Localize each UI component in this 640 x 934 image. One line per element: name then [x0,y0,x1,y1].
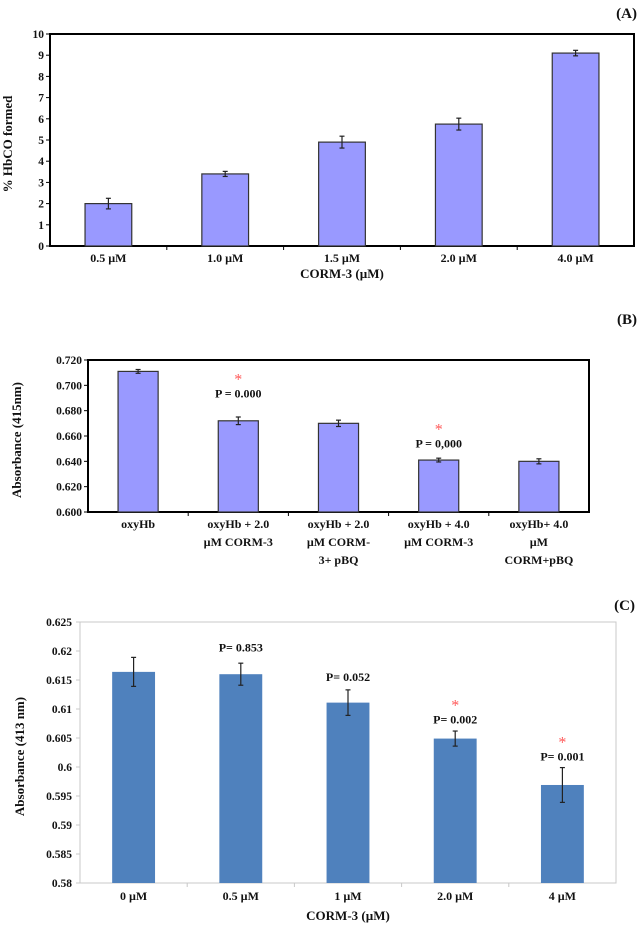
y-tick-label: 0.615 [46,675,72,687]
y-tick-label: 0.62 [52,646,72,658]
x-tick-label: oxyHb + 2.0 [308,517,370,531]
x-tick-label: CORM+pBQ [504,553,573,567]
chart-panel-c: (C) 0.58 0.585 0.59 0.595 0.6 0.605 0.61 0.615 0.… [12,598,635,923]
y-tick-label: 1 [38,220,44,232]
chart-panel-b: (B) 0.600 0.620 0.640 0.660 0.680 0.700 0.720 ox… [9,312,637,567]
y-tick-label: 9 [38,50,44,62]
x-tick-label: µM [530,535,548,549]
x-tick-label: oxyHb+ 4.0 [509,517,568,531]
panel-label: (C) [614,598,635,614]
bar [84,203,133,247]
x-tick-label: oxyHb [121,517,155,531]
x-tick-label: 0.5 µM [223,889,259,903]
y-tick-label: 0.700 [56,380,82,392]
y-tick-label: 3 [38,177,44,189]
y-tick-label: 0.6 [58,762,73,774]
y-tick-label: 0.625 [46,617,72,629]
x-axis-title: CORM-3 (µM) [306,908,390,923]
x-tick-label: µM CORM-3 [404,535,473,549]
y-tick-label: 5 [38,135,44,147]
bar [434,123,483,247]
x-tick-label: 4.0 µM [557,251,593,265]
p-value-label: P= 0.002 [433,713,477,727]
panel-label: (B) [617,312,637,328]
x-tick-label: 0 µM [120,889,147,903]
y-tick-label: 0.585 [46,849,72,861]
x-tick-label: 4 µM [549,889,576,903]
bar [317,422,360,513]
y-tick-label: 0.680 [56,406,82,418]
y-tick-label: 4 [38,156,44,168]
y-tick-label: 0.605 [46,733,72,745]
y-tick-label: 6 [38,114,44,126]
y-axis-title: Absorbance (413 nm) [12,697,27,816]
y-axis-title: % HbCO formed [0,95,15,193]
x-tick-label: oxyHb + 2.0 [207,517,269,531]
y-tick-label: 0.720 [56,355,82,367]
x-tick-label: µM CORM-3 [204,535,273,549]
significance-star-icon: * [558,735,566,752]
x-tick-label: 2.0 µM [441,251,477,265]
x-tick-label: 1 µM [334,889,361,903]
p-value-label: P= 0.001 [540,750,584,764]
y-axis-title: Absorbance (415nm) [9,382,24,498]
p-value-label: P= 0.052 [326,670,370,684]
bar [326,702,370,883]
y-tick-label: 0.620 [56,482,82,494]
y-tick-label: 0.595 [46,791,72,803]
y-tick-label: 8 [38,71,44,83]
x-axis-title: CORM-3 (µM) [300,266,384,281]
bar [219,674,263,883]
y-tick-label: 10 [33,29,45,41]
y-tick-label: 0.660 [56,431,82,443]
bar [418,459,460,513]
x-tick-label: oxyHb + 4.0 [408,517,470,531]
y-tick-label: 0 [38,241,44,253]
x-tick-label: µM CORM- [307,535,370,549]
bar [318,141,366,247]
bar [518,460,560,513]
bar [433,738,477,883]
p-value-label: P = 0,000 [415,436,462,450]
y-tick-label: 2 [38,199,44,211]
y-tick-label: 7 [38,93,44,105]
y-tick-label: 0.640 [56,456,82,468]
panel-label: (A) [616,6,637,22]
bar [217,420,259,513]
significance-star-icon: * [451,698,459,715]
significance-star-icon: * [435,421,443,438]
bar [201,173,250,247]
p-value-label: P = 0.000 [215,386,262,400]
bar [551,52,600,247]
y-tick-label: 0.58 [52,878,72,890]
y-tick-label: 0.600 [56,507,82,519]
p-value-label: P= 0.853 [219,641,263,655]
significance-star-icon: * [234,371,242,388]
x-tick-label: 3+ pBQ [319,553,359,567]
x-tick-label: 1.0 µM [207,251,243,265]
bar [112,671,156,883]
bar [117,370,159,513]
x-tick-label: 0.5 µM [90,251,126,265]
x-tick-label: 2.0 µM [437,889,473,903]
chart-panel-a: (A) 0 1 2 3 4 5 6 7 8 9 10 0.5 µM 1.0 µM 1.5 µM 2.0 µM 4… [0,6,637,281]
y-tick-label: 0.61 [52,704,72,716]
y-tick-label: 0.59 [52,820,72,832]
x-tick-label: 1.5 µM [324,251,360,265]
